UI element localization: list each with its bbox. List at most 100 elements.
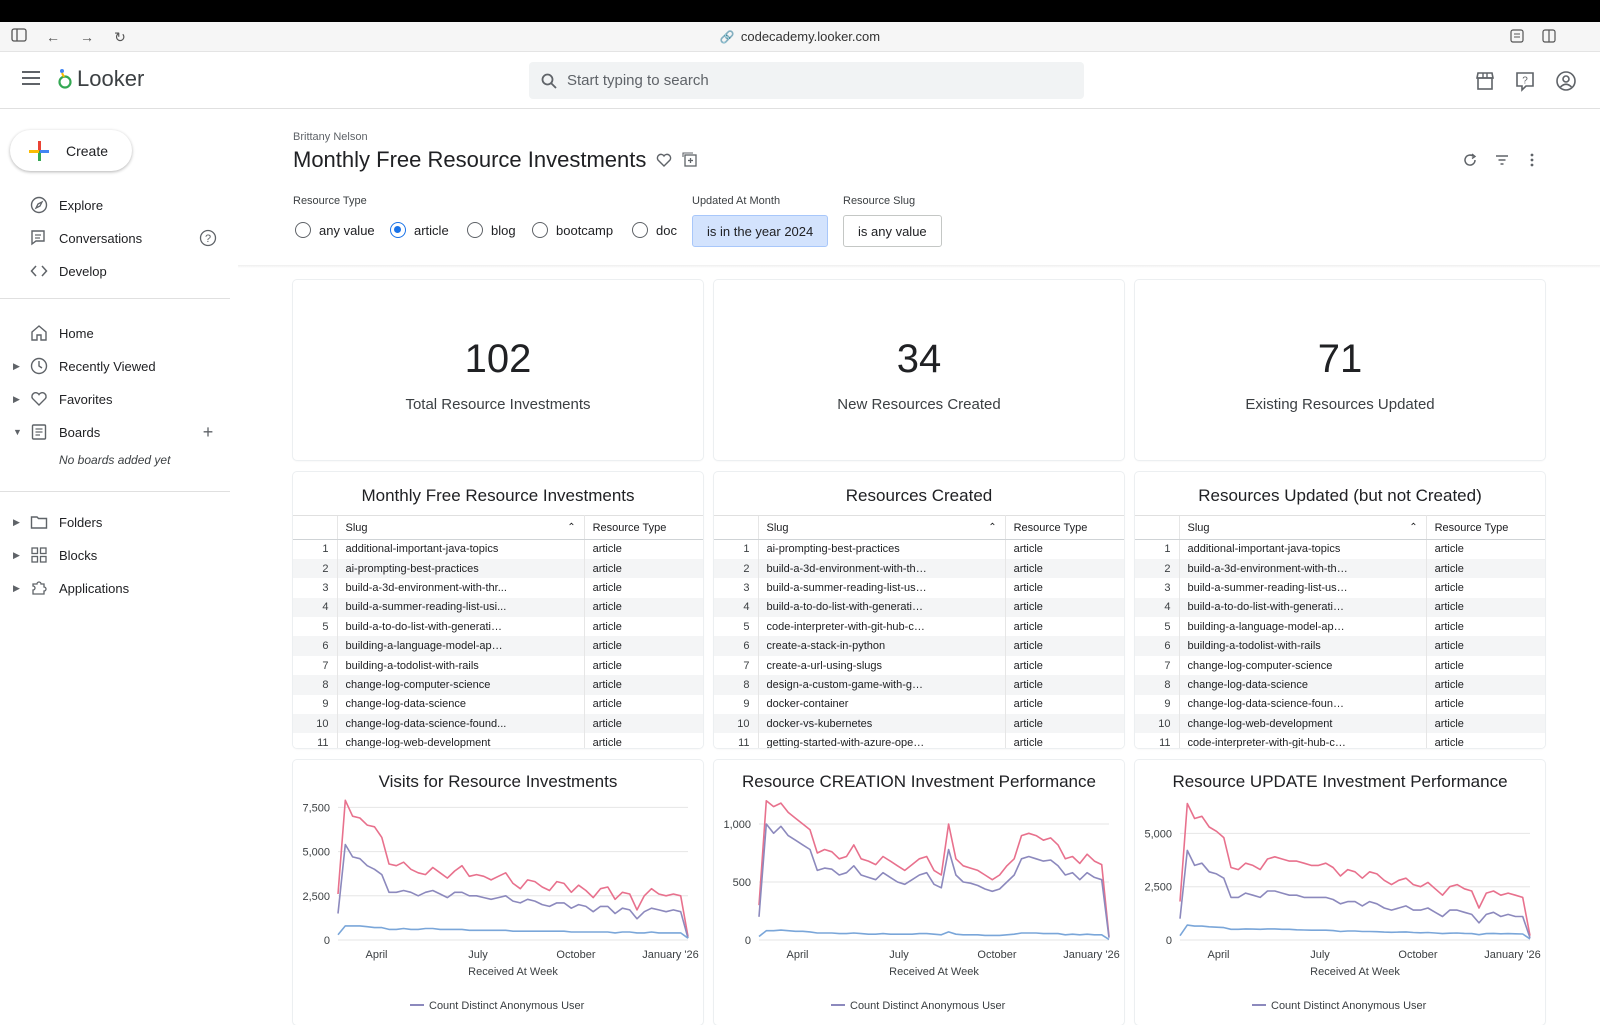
slug-cell[interactable]: build-a-summer-reading-list-usin... (757, 578, 1006, 598)
resource-type-cell[interactable]: article (1005, 714, 1124, 734)
table-row[interactable]: 10 change-log-web-development article (1135, 714, 1545, 734)
table-row[interactable]: 6 building-a-todolist-with-rails article (1135, 636, 1545, 656)
resource-slug-filter-chip[interactable]: is any value (843, 215, 942, 247)
table-row[interactable]: 2 build-a-3d-environment-with-thre... arti… (1135, 558, 1545, 579)
expand-caret-icon[interactable]: ▶ (13, 516, 20, 527)
radio-any-value[interactable]: any value (295, 222, 375, 238)
forward-arrow-icon[interactable]: → (80, 29, 94, 45)
resource-type-cell[interactable]: article (1005, 539, 1124, 559)
slug-cell[interactable]: change-log-data-science-found... (336, 714, 585, 734)
resource-type-cell[interactable]: article (1005, 578, 1124, 598)
table-row[interactable]: 4 build-a-to-do-list-with-generative-ai ar… (1135, 597, 1545, 618)
resource-type-cell[interactable]: article (1426, 558, 1545, 579)
resource-type-cell[interactable]: article (1005, 675, 1124, 695)
table-row[interactable]: 2 build-a-3d-environment-with-thre... arti… (714, 558, 1124, 579)
table-row[interactable]: 3 build-a-3d-environment-with-thr... artic… (293, 578, 703, 598)
radio-circle[interactable] (295, 222, 311, 238)
table-row[interactable]: 9 change-log-data-science article (293, 694, 703, 715)
slug-cell[interactable]: design-a-custom-game-with-gen... (757, 675, 1006, 695)
slug-cell[interactable]: docker-container (757, 694, 1006, 715)
sidebar-item-recently-viewed[interactable]: ▶ Recently Viewed (0, 351, 235, 381)
sidebar-item-develop[interactable]: Develop (0, 256, 235, 286)
dashboard-owner[interactable]: Brittany Nelson (293, 131, 368, 143)
slug-cell[interactable]: build-a-3d-environment-with-thre... (1178, 558, 1427, 579)
table-row[interactable]: 1 additional-important-java-topics article (1135, 539, 1545, 559)
slug-cell[interactable]: docker-vs-kubernetes (757, 714, 1006, 734)
table-tile-updated[interactable]: Resources Updated (but not Created) Slug ⌃… (1135, 472, 1545, 748)
collapse-caret-icon[interactable]: ▼ (13, 427, 22, 437)
resource-type-cell[interactable]: article (584, 675, 703, 695)
table-row[interactable]: 4 build-a-to-do-list-with-generative-ai ar… (714, 597, 1124, 618)
radio-circle[interactable] (632, 222, 648, 238)
resource-type-cell[interactable]: article (1426, 714, 1545, 734)
table-row[interactable]: 8 change-log-data-science article (1135, 675, 1545, 695)
resource-type-cell[interactable]: article (584, 617, 703, 637)
slug-cell[interactable]: change-log-web-development (1178, 714, 1427, 734)
add-to-board-icon[interactable] (682, 152, 698, 168)
slug-cell[interactable]: additional-important-java-topics (1178, 539, 1427, 559)
more-options-icon[interactable] (1524, 152, 1540, 168)
slug-column-header[interactable]: Slug ⌃ (757, 515, 1006, 540)
slug-cell[interactable]: ai-prompting-best-practices (757, 539, 1006, 559)
kpi-tile-total[interactable]: 102 Total Resource Investments (293, 280, 703, 460)
radio-circle-selected[interactable] (390, 222, 406, 238)
table-row[interactable]: 5 build-a-to-do-list-with-generative... ar… (293, 617, 703, 637)
table-row[interactable]: 9 docker-container article (714, 694, 1124, 715)
resource-type-cell[interactable]: article (584, 539, 703, 559)
radio-circle[interactable] (532, 222, 548, 238)
address-bar[interactable]: 🔗 codecademy.looker.com (0, 29, 1600, 44)
resource-type-cell[interactable]: article (1426, 617, 1545, 637)
slug-cell[interactable]: build-a-to-do-list-with-generative-ai (1178, 597, 1427, 618)
resource-type-column-header[interactable]: Resource Type (584, 515, 703, 540)
sort-ascending-icon[interactable]: ⌃ (988, 521, 997, 533)
sidebar-item-conversations[interactable]: Conversations ? (0, 223, 235, 253)
sidebar-item-favorites[interactable]: ▶ Favorites (0, 384, 235, 414)
sort-ascending-icon[interactable]: ⌃ (567, 521, 576, 533)
resource-type-cell[interactable]: article (1005, 694, 1124, 715)
slug-cell[interactable]: change-log-computer-science (336, 675, 585, 695)
table-row[interactable]: 11 getting-started-with-azure-open-a... ar… (714, 733, 1124, 748)
resource-type-cell[interactable]: article (1005, 655, 1124, 676)
slug-cell[interactable]: building-a-todolist-with-rails (1178, 636, 1427, 656)
slug-cell[interactable]: getting-started-with-azure-open-a... (757, 733, 1006, 748)
slug-cell[interactable]: building-a-language-model-applic... (1178, 617, 1427, 637)
slug-cell[interactable]: change-log-data-science (1178, 675, 1427, 695)
radio-circle[interactable] (467, 222, 483, 238)
sidebar-item-home[interactable]: Home (0, 318, 235, 348)
expand-caret-icon[interactable]: ▶ (13, 549, 20, 560)
favorite-heart-icon[interactable] (656, 152, 672, 168)
search-bar[interactable] (529, 62, 1084, 99)
resource-type-cell[interactable]: article (584, 733, 703, 748)
resource-type-cell[interactable]: article (584, 636, 703, 656)
radio-article[interactable]: article (390, 222, 449, 238)
resource-type-cell[interactable]: article (584, 655, 703, 676)
resource-type-cell[interactable]: article (1426, 597, 1545, 618)
resource-type-column-header[interactable]: Resource Type (1005, 515, 1124, 540)
slug-cell[interactable]: code-interpreter-with-git-hub-co-... (1178, 733, 1427, 748)
resource-type-cell[interactable]: article (1005, 558, 1124, 579)
table-row[interactable]: 3 build-a-summer-reading-list-usin... arti… (714, 578, 1124, 598)
slug-cell[interactable]: build-a-summer-reading-list-usin... (1178, 578, 1427, 598)
slug-cell[interactable]: ai-prompting-best-practices (336, 558, 585, 579)
conversations-help-icon[interactable]: ? (199, 229, 217, 247)
create-button[interactable]: Create (10, 130, 132, 171)
split-view-icon[interactable] (1540, 28, 1558, 46)
table-row[interactable]: 6 create-a-stack-in-python article (714, 636, 1124, 656)
table-row[interactable]: 6 building-a-language-model-appli... artic… (293, 636, 703, 656)
sidebar-toggle-icon[interactable] (10, 28, 28, 46)
resource-type-cell[interactable]: article (1426, 655, 1545, 676)
table-row[interactable]: 7 create-a-url-using-slugs article (714, 655, 1124, 676)
filter-icon[interactable] (1494, 152, 1510, 168)
table-row[interactable]: 7 building-a-todolist-with-rails article (293, 655, 703, 676)
chart-tile-visits[interactable]: Visits for Resource Investments 0 2,500 5,0… (293, 760, 703, 1025)
marketplace-icon[interactable] (1474, 70, 1496, 92)
table-row[interactable]: 9 change-log-data-science-foundat... artic… (1135, 694, 1545, 715)
updated-month-filter-chip[interactable]: is in the year 2024 (692, 215, 829, 247)
resource-type-column-header[interactable]: Resource Type (1426, 515, 1545, 540)
table-row[interactable]: 7 change-log-computer-science article (1135, 655, 1545, 676)
reload-icon[interactable]: ↻ (114, 29, 126, 45)
slug-cell[interactable]: building-a-todolist-with-rails (336, 655, 585, 676)
table-tile-created[interactable]: Resources Created Slug ⌃ Resource Type 1 ai-p… (714, 472, 1124, 748)
slug-cell[interactable]: build-a-to-do-list-with-generative... (336, 617, 585, 637)
slug-cell[interactable]: build-a-3d-environment-with-thr... (336, 578, 585, 598)
